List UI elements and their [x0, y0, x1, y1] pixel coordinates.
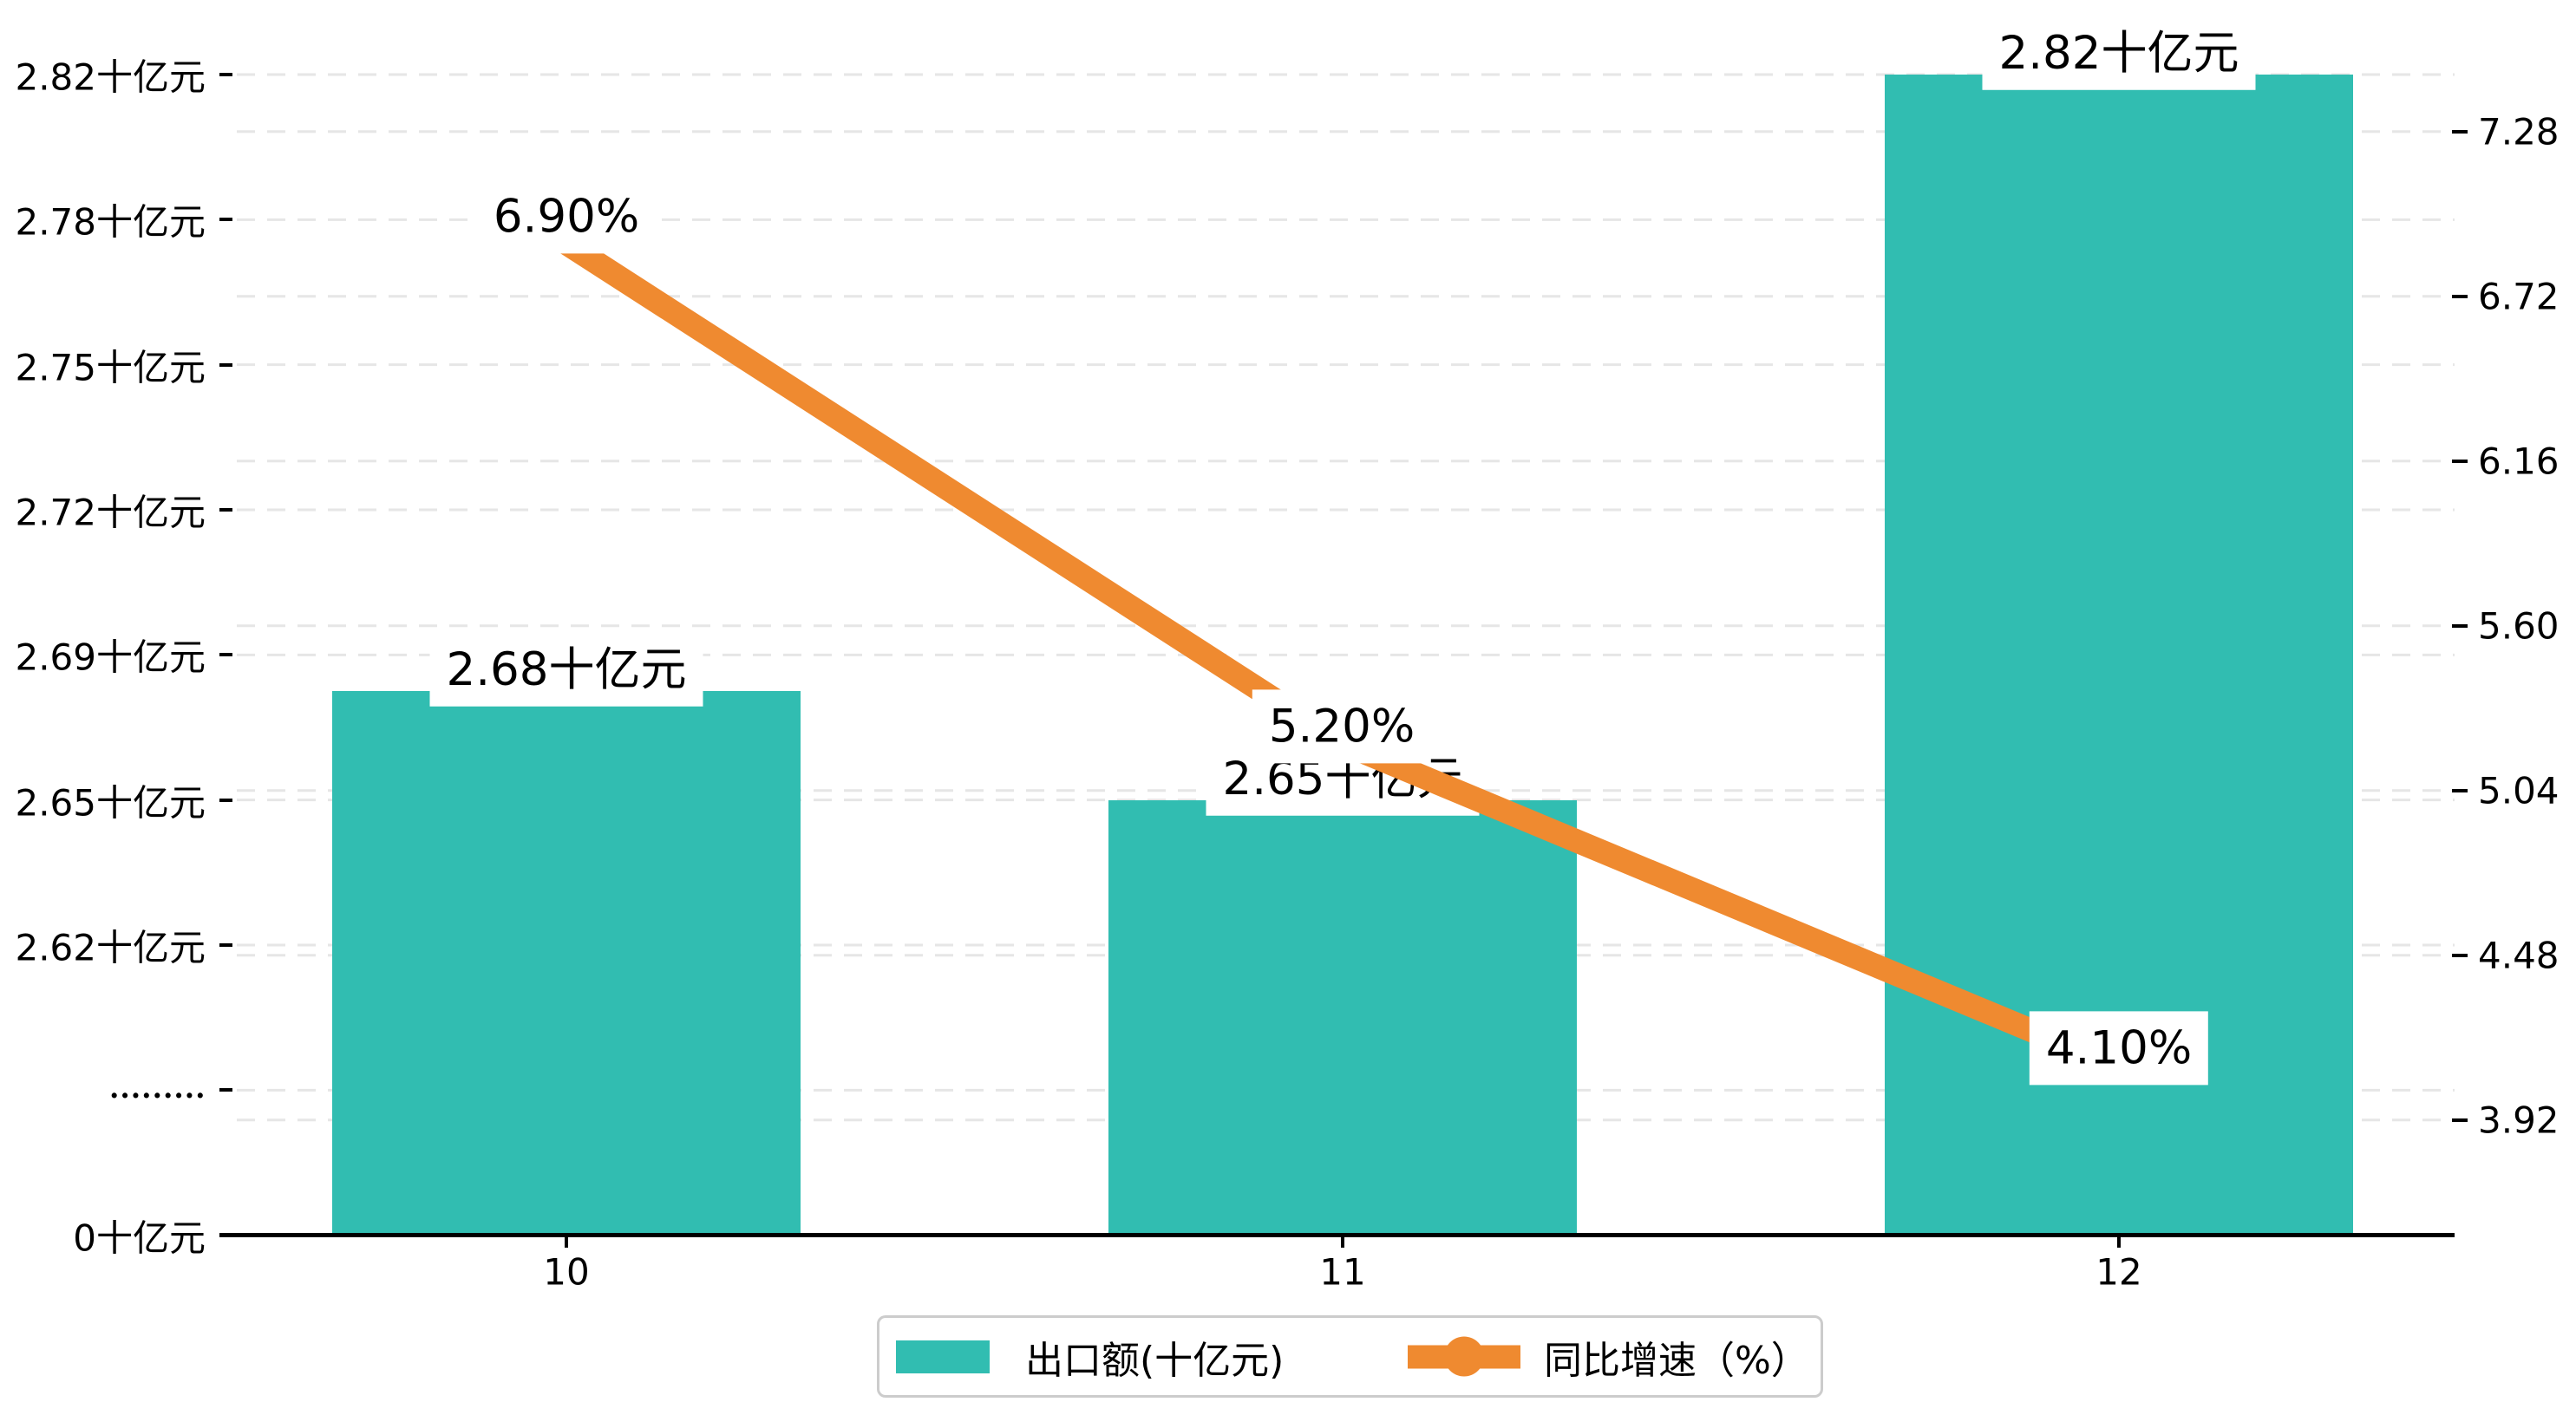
y-axis-right-tick-mark	[2452, 1118, 2468, 1122]
legend-line-marker	[1444, 1336, 1484, 1377]
y-axis-left-tick-mark	[219, 653, 232, 657]
x-axis-tick-mark	[2117, 1237, 2121, 1248]
y-axis-left-tick-mark	[219, 73, 232, 76]
x-axis-tick-label: 11	[1319, 1250, 1366, 1294]
y-axis-right-tick-label: 3.92	[2478, 1099, 2560, 1142]
legend-label-export: 出口额(十亿元)	[1025, 1338, 1285, 1383]
y-axis-right-tick-mark	[2452, 294, 2468, 298]
y-axis-left-tick-mark	[219, 218, 232, 222]
y-axis-right-tick-label: 5.60	[2478, 604, 2560, 648]
line-value-label: 5.20%	[1252, 689, 1432, 764]
line-value-label: 6.90%	[476, 179, 657, 254]
bar-value-label: 2.82十亿元	[1982, 16, 2256, 90]
y-axis-left-tick-label: 2.72十亿元	[15, 491, 206, 534]
y-axis-left-tick-label: •••••••••	[109, 1069, 206, 1112]
y-axis-left-tick-mark	[219, 362, 232, 367]
y-axis-left-tick-mark	[219, 942, 232, 947]
x-axis-line	[219, 1233, 2455, 1237]
x-axis-tick-label: 10	[543, 1250, 590, 1294]
legend: 出口额(十亿元) 同比增速（%）	[877, 1315, 1823, 1398]
legend-line-swatch	[1408, 1336, 1520, 1377]
y-axis-right-tick-label: 5.04	[2478, 769, 2560, 812]
y-axis-left-tick-label: 2.65十亿元	[15, 781, 206, 825]
y-axis-right-tick-label: 6.72	[2478, 275, 2560, 318]
line-value-label: 4.10%	[2029, 1011, 2209, 1086]
x-axis-tick-mark	[1341, 1237, 1344, 1248]
y-axis-left-tick-label: 0十亿元	[73, 1216, 206, 1260]
y-axis-left-tick-mark	[219, 798, 232, 802]
y-axis-left-tick-label: 2.62十亿元	[15, 926, 206, 969]
x-axis-tick-label: 12	[2095, 1250, 2142, 1294]
y-axis-left-tick-label: 2.78十亿元	[15, 200, 206, 244]
y-axis-right-tick-mark	[2452, 953, 2468, 957]
y-axis-left-tick-mark	[219, 507, 232, 512]
y-axis-left-tick-label: 2.82十亿元	[15, 55, 206, 99]
y-axis-right-tick-label: 6.16	[2478, 440, 2560, 483]
y-axis-left-tick-mark	[219, 1088, 232, 1092]
y-axis-left-tick-label: 2.75十亿元	[15, 346, 206, 389]
y-axis-left-tick-label: 2.69十亿元	[15, 636, 206, 679]
y-axis-right-tick-mark	[2452, 623, 2468, 628]
x-axis-tick-mark	[565, 1237, 568, 1248]
y-axis-right-tick-label: 7.28	[2478, 110, 2560, 153]
y-axis-right-tick-mark	[2452, 788, 2468, 792]
y-axis-right-tick-mark	[2452, 459, 2468, 463]
axis-break-dots: •••••••••	[108, 1086, 206, 1107]
bar-month-11	[1108, 799, 1577, 1233]
bar-month-10	[332, 691, 801, 1233]
legend-label-growth: 同比增速（%）	[1544, 1338, 1809, 1383]
y-axis-right-tick-label: 4.48	[2478, 934, 2560, 977]
legend-bar-swatch	[896, 1340, 990, 1373]
growth-line	[559, 233, 2124, 1079]
y-axis-right-tick-mark	[2452, 129, 2468, 134]
bar-value-label: 2.68十亿元	[429, 632, 703, 708]
